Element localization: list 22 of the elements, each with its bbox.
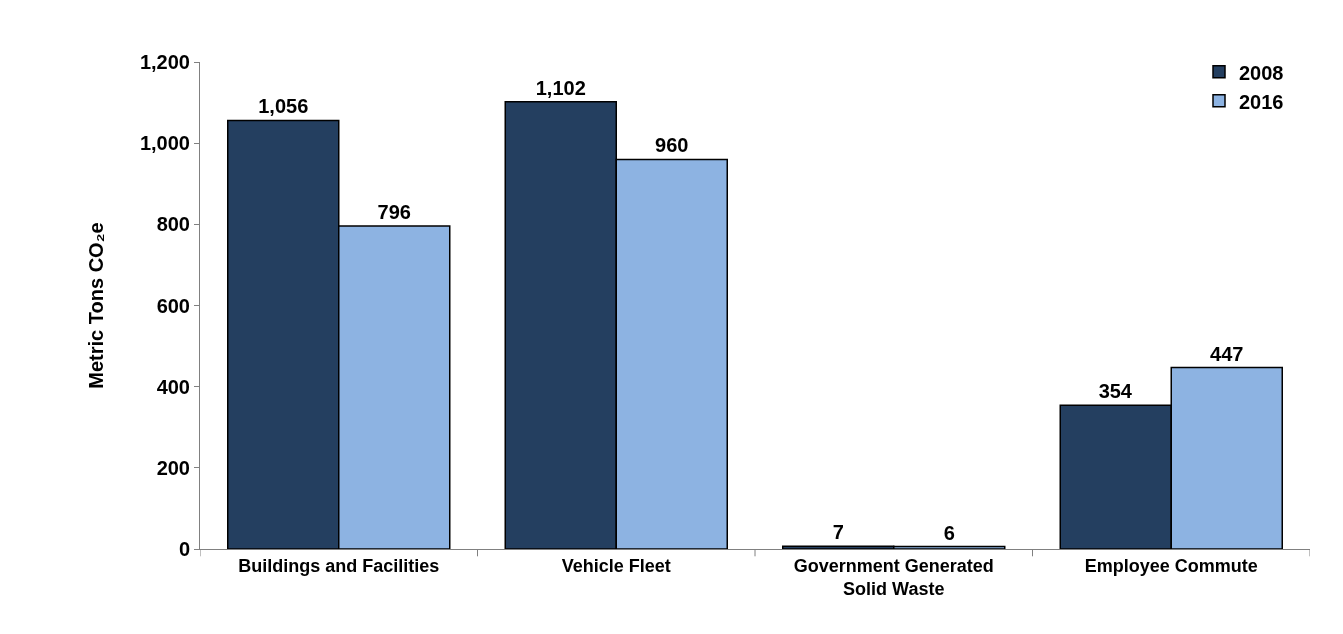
data-label: 796	[377, 200, 411, 223]
y-tick-label: 600	[156, 294, 190, 317]
y-tick-label: 0	[178, 538, 190, 560]
y-tick-label: 1,200	[139, 51, 190, 73]
x-tick-label: Government Generated Solid Waste	[793, 555, 994, 599]
data-label: 1,056	[258, 95, 309, 118]
data-label: 7	[832, 521, 844, 544]
data-label: 6	[943, 521, 955, 544]
data-label: 960	[655, 134, 689, 157]
y-tick-label: 400	[156, 375, 190, 398]
data-label: 1,102	[535, 76, 586, 99]
y-tick-label: 1,000	[139, 132, 190, 155]
y-tick-label: 800	[156, 213, 190, 236]
x-tick-label: Buildings and Facilities	[238, 555, 440, 576]
x-tick-label: Employee Commute	[1084, 555, 1258, 576]
data-label: 447	[1210, 342, 1244, 365]
y-tick-label: 200	[156, 456, 190, 479]
x-tick-label: Vehicle Fleet	[561, 555, 671, 576]
y-axis-title: Metric Tons CO₂e	[85, 222, 108, 389]
data-label: 354	[1098, 380, 1133, 403]
legend-label: 2008	[1239, 61, 1284, 84]
legend-label: 2016	[1239, 90, 1284, 113]
